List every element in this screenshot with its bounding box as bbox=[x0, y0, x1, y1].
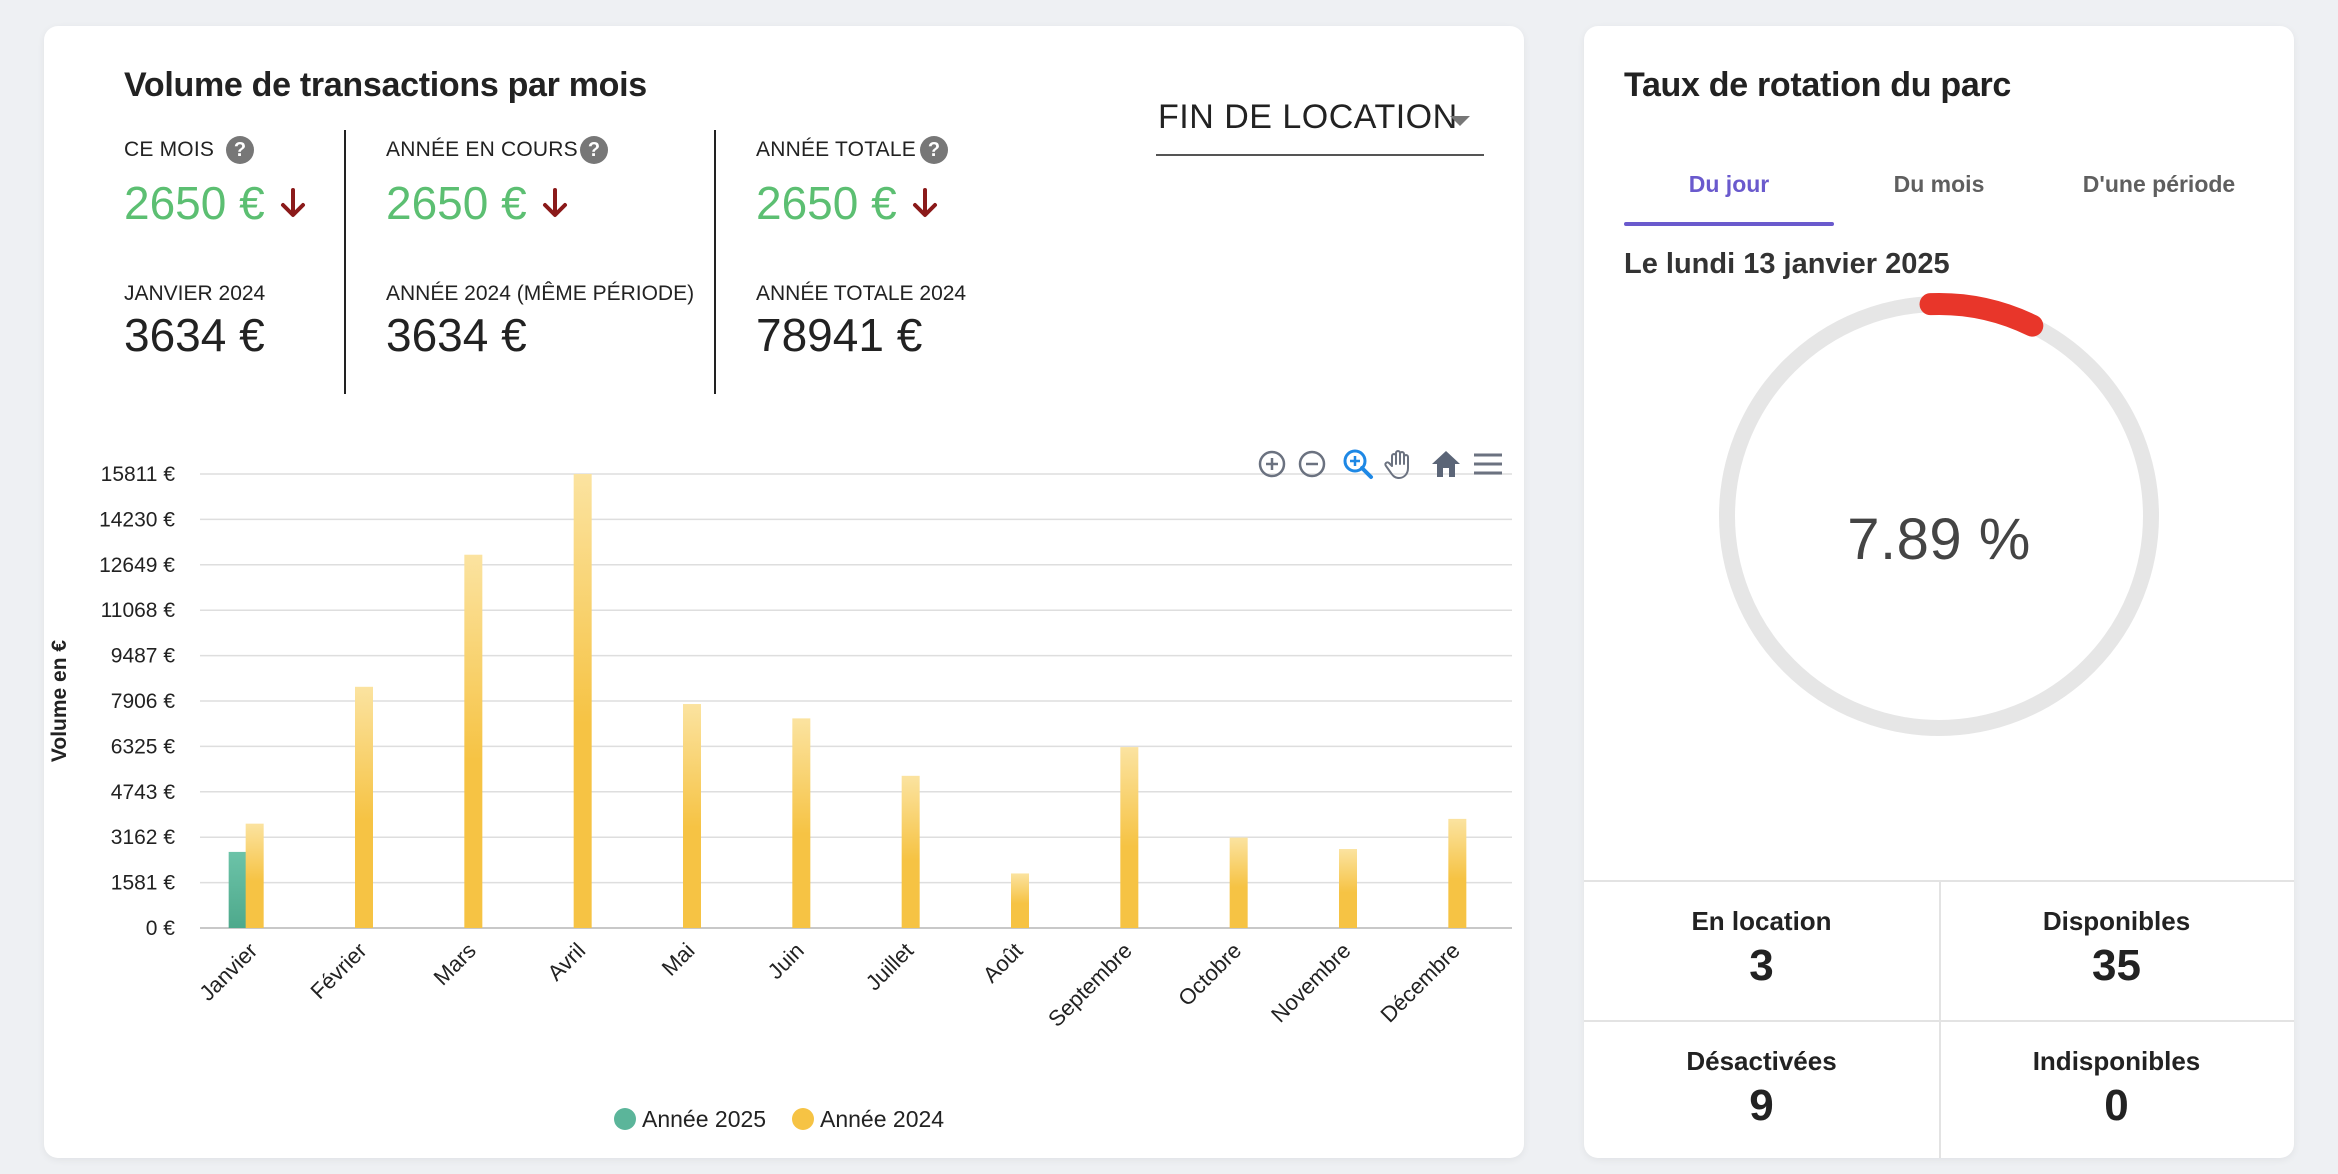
bar bbox=[683, 704, 701, 928]
stat-divider bbox=[714, 130, 716, 394]
count-desactivees: Désactivées 9 bbox=[1584, 1046, 1939, 1131]
stat-year-total-label: ANNÉE TOTALE bbox=[756, 138, 916, 161]
bar bbox=[1120, 747, 1139, 928]
bar bbox=[1229, 837, 1248, 928]
y-tick-label: 7906 € bbox=[111, 690, 176, 713]
tab-periode[interactable]: D'une période bbox=[2082, 171, 2236, 197]
x-tick-label: Décembre bbox=[1375, 938, 1464, 1027]
count-label: Indisponibles bbox=[2032, 1046, 2201, 1076]
zoom-out-icon[interactable] bbox=[1294, 446, 1330, 482]
y-tick-label: 0 € bbox=[146, 917, 176, 940]
y-tick-label: 11068 € bbox=[101, 599, 176, 622]
y-tick-label: 12649 € bbox=[99, 554, 175, 577]
count-label: En location bbox=[1691, 906, 1832, 936]
x-tick-label: Juin bbox=[763, 938, 809, 984]
menu-icon[interactable] bbox=[1470, 446, 1506, 482]
legend-item-2024[interactable]: Année 2024 bbox=[792, 1106, 944, 1133]
tab-du-jour[interactable]: Du jour bbox=[1688, 171, 1770, 197]
y-tick-label: 9487 € bbox=[111, 645, 176, 668]
x-tick-label: Février bbox=[305, 938, 371, 1004]
x-tick-label: Octobre bbox=[1173, 938, 1246, 1011]
count-disponibles: Disponibles 35 bbox=[1939, 906, 2294, 991]
stat-this-month-label: CE MOIS bbox=[124, 138, 215, 161]
stat-year-current-label: ANNÉE EN COURS bbox=[386, 138, 578, 161]
transactions-title: Volume de transactions par mois bbox=[124, 66, 647, 104]
legend-item-2025[interactable]: Année 2025 bbox=[614, 1106, 766, 1133]
x-tick-label: Septembre bbox=[1043, 938, 1137, 1032]
y-tick-label: 3162 € bbox=[111, 826, 176, 849]
selection-zoom-icon[interactable] bbox=[1340, 446, 1376, 482]
bar bbox=[464, 554, 483, 928]
divider bbox=[1939, 880, 1941, 1158]
x-tick-label: Juillet bbox=[861, 938, 918, 995]
y-tick-label: 1581 € bbox=[111, 872, 176, 895]
x-tick-label: Avril bbox=[543, 938, 591, 986]
help-icon[interactable]: ? bbox=[226, 136, 254, 164]
count-indisponibles: Indisponibles 0 bbox=[1939, 1046, 2294, 1131]
arrow-down-icon bbox=[913, 188, 937, 217]
x-tick-label: Août bbox=[978, 938, 1028, 988]
y-axis-title: Volume en € bbox=[48, 640, 71, 762]
stat-year-total-compare-value: 78941 € bbox=[756, 309, 923, 361]
period-select[interactable]: FIN DE LOCATION bbox=[1156, 76, 1484, 156]
legend-swatch bbox=[614, 1108, 636, 1130]
count-value: 35 bbox=[2092, 941, 2141, 990]
legend-label: Année 2025 bbox=[642, 1106, 767, 1132]
y-tick-label: 15811 € bbox=[101, 463, 176, 486]
stat-year-current-compare-label: ANNÉE 2024 (MÊME PÉRIODE) bbox=[386, 282, 695, 305]
bar bbox=[355, 686, 373, 928]
zoom-in-icon[interactable] bbox=[1254, 446, 1290, 482]
x-tick-label: Mai bbox=[657, 938, 700, 981]
stat-divider bbox=[344, 130, 346, 394]
tab-du-mois[interactable]: Du mois bbox=[1893, 171, 1985, 197]
tab-active-indicator bbox=[1624, 222, 1834, 226]
transactions-card: 15811 € 14230 € 12649 € 11068 € 9487 € 7906 €… bbox=[44, 26, 1524, 1158]
transactions-chart: 15811 € 14230 € 12649 € 11068 € 9487 € 7906 €… bbox=[48, 463, 1512, 1032]
bar bbox=[901, 775, 920, 928]
bar bbox=[228, 851, 247, 928]
arrow-down-icon bbox=[543, 188, 567, 217]
count-value: 9 bbox=[1749, 1081, 1774, 1130]
x-tick-label: Novembre bbox=[1266, 938, 1355, 1027]
pan-hand-icon[interactable] bbox=[1382, 446, 1418, 482]
bar bbox=[1011, 873, 1029, 928]
y-tick-label: 14230 € bbox=[99, 508, 175, 531]
count-label: Disponibles bbox=[2042, 906, 2191, 936]
count-value: 3 bbox=[1749, 941, 1774, 990]
chevron-down-icon bbox=[1450, 116, 1470, 126]
stat-year-current-compare-value: 3634 € bbox=[386, 309, 527, 361]
rotation-card: Taux de rotation du parc Du jour Du mois… bbox=[1584, 26, 2294, 1158]
bar bbox=[573, 474, 592, 928]
y-tick-label: 6325 € bbox=[111, 735, 176, 758]
rotation-gauge bbox=[1719, 293, 2159, 736]
stat-this-month-compare-value: 3634 € bbox=[124, 309, 265, 361]
bar bbox=[1339, 849, 1357, 928]
count-label: Désactivées bbox=[1686, 1046, 1837, 1076]
stat-year-total-compare-label: ANNÉE TOTALE 2024 bbox=[756, 282, 967, 305]
help-icon[interactable]: ? bbox=[580, 136, 608, 164]
stat-this-month-value: 2650 € bbox=[124, 177, 265, 229]
bar bbox=[792, 718, 811, 928]
stat-year-total-value: 2650 € bbox=[756, 177, 897, 229]
count-value: 0 bbox=[2104, 1081, 2129, 1130]
bar bbox=[1448, 818, 1467, 928]
bar bbox=[245, 823, 264, 928]
count-en-location: En location 3 bbox=[1584, 906, 1939, 991]
gauge-arc bbox=[1919, 293, 2044, 337]
y-tick-label: 4743 € bbox=[111, 781, 176, 804]
x-tick-label: Mars bbox=[429, 938, 481, 990]
arrow-down-icon bbox=[281, 188, 305, 217]
rotation-title: Taux de rotation du parc bbox=[1624, 66, 2011, 104]
help-icon[interactable]: ? bbox=[920, 136, 948, 164]
x-tick-label: Janvier bbox=[194, 938, 262, 1006]
legend-swatch bbox=[792, 1108, 814, 1130]
gauge-value: 7.89 % bbox=[1847, 507, 2031, 572]
period-select-value: FIN DE LOCATION bbox=[1158, 98, 1458, 136]
legend-label: Année 2024 bbox=[820, 1106, 945, 1132]
stat-this-month-compare-label: JANVIER 2024 bbox=[124, 282, 266, 305]
home-reset-icon[interactable] bbox=[1428, 446, 1464, 482]
stat-year-current-value: 2650 € bbox=[386, 177, 527, 229]
date-label: Le lundi 13 janvier 2025 bbox=[1624, 248, 1950, 280]
